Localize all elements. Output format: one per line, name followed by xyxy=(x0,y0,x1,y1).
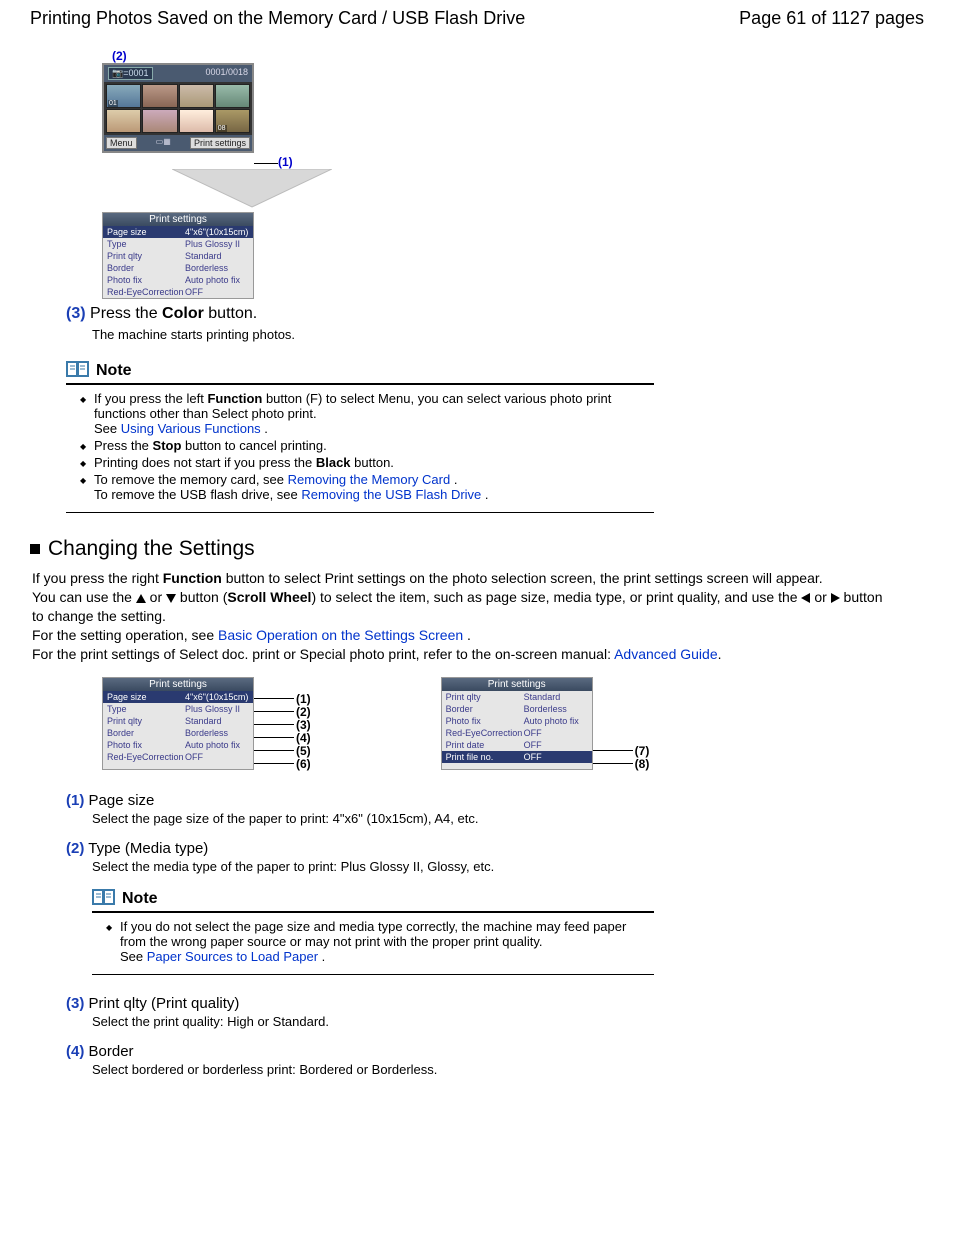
leader: (1) xyxy=(254,692,311,705)
note2-item-1: If you do not select the page size and m… xyxy=(106,919,654,964)
step-3: (3) Press the Color button. xyxy=(66,305,924,323)
panel-row: BorderBorderless xyxy=(103,727,253,739)
note-box-2: Note If you do not select the page size … xyxy=(92,888,654,975)
para-2: You can use the or button (Scroll Wheel)… xyxy=(32,588,892,626)
link-using-various-functions[interactable]: Using Various Functions xyxy=(121,421,261,436)
up-arrow-icon xyxy=(136,594,146,603)
link-removing-memory-card[interactable]: Removing the Memory Card xyxy=(288,472,451,487)
note-icon xyxy=(66,360,90,381)
leader: (4) xyxy=(254,731,311,744)
panel-row: Photo fixAuto photo fix xyxy=(103,274,253,286)
link-advanced-guide[interactable]: Advanced Guide xyxy=(614,646,718,662)
print-settings-panel-c: Print settings Print qltyStandardBorderB… xyxy=(441,677,593,770)
note1-item-2: Press the Stop button to cancel printing… xyxy=(80,438,654,453)
panel-row: Photo fixAuto photo fix xyxy=(442,715,592,727)
para-1: If you press the right Function button t… xyxy=(32,569,892,588)
panel-row: Print dateOFF xyxy=(442,739,592,751)
para-3: For the setting operation, see Basic Ope… xyxy=(32,626,892,645)
note1-item-1: If you press the left Function button (F… xyxy=(80,391,654,436)
leader: (3) xyxy=(254,718,311,731)
leader: (5) xyxy=(254,744,311,757)
right-arrow-icon xyxy=(831,593,840,603)
panel-row: Red-EyeCorrectionOFF xyxy=(103,286,253,298)
panel-row: TypePlus Glossy II xyxy=(103,238,253,250)
lcd-counter-right: 0001/0018 xyxy=(205,67,248,80)
panel-row: BorderBorderless xyxy=(103,262,253,274)
callout-2: (2) xyxy=(112,49,924,63)
print-settings-panel-b: Print settings Page size4"x6"(10x15cm)Ty… xyxy=(102,677,254,770)
lcd-print-settings-button: Print settings xyxy=(190,137,250,149)
page-header: Printing Photos Saved on the Memory Card… xyxy=(30,8,924,29)
leader: (2) xyxy=(254,705,311,718)
step-3-num: (3) xyxy=(66,305,86,322)
panel-row: Photo fixAuto photo fix xyxy=(103,739,253,751)
panel-row: Print qltyStandard xyxy=(103,250,253,262)
note1-item-4: To remove the memory card, see Removing … xyxy=(80,472,654,502)
thumbnail-grid: 01 08 xyxy=(104,82,252,135)
lcd-menu-button: Menu xyxy=(106,137,137,149)
item-border: (4) Border Select bordered or borderless… xyxy=(66,1043,924,1077)
header-title: Printing Photos Saved on the Memory Card… xyxy=(30,8,525,29)
link-removing-usb-flash-drive[interactable]: Removing the USB Flash Drive xyxy=(301,487,481,502)
panel-row: Red-EyeCorrectionOFF xyxy=(442,727,592,739)
panel-row: Print qltyStandard xyxy=(442,691,592,703)
note-box-1: Note If you press the left Function butt… xyxy=(66,360,654,513)
section-title: Changing the Settings xyxy=(48,537,255,561)
item-type: (2) Type (Media type) Select the media t… xyxy=(66,840,924,874)
note-icon xyxy=(92,888,116,909)
panel-row: Page size4"x6"(10x15cm) xyxy=(103,691,253,703)
panel-row: Print qltyStandard xyxy=(103,715,253,727)
item-page-size: (1) Page size Select the page size of th… xyxy=(66,792,924,826)
panel-row: TypePlus Glossy II xyxy=(103,703,253,715)
lcd-counter-box: 📷=0001 xyxy=(108,67,153,80)
link-basic-operation-settings[interactable]: Basic Operation on the Settings Screen xyxy=(218,627,463,643)
square-bullet-icon xyxy=(30,544,40,554)
leader: (7) xyxy=(593,744,650,757)
down-arrow-icon xyxy=(166,594,176,603)
two-settings-panels: Print settings Page size4"x6"(10x15cm)Ty… xyxy=(102,677,924,770)
link-paper-sources[interactable]: Paper Sources to Load Paper xyxy=(147,949,318,964)
note1-item-3: Printing does not start if you press the… xyxy=(80,455,654,470)
para-4: For the print settings of Select doc. pr… xyxy=(32,645,892,664)
lcd-thumbnail-screen: 📷=0001 0001/0018 01 08 Menu ▭▦ Print set… xyxy=(102,63,254,153)
panel-c-title: Print settings xyxy=(442,678,592,691)
header-page: Page 61 of 1127 pages xyxy=(739,8,924,29)
panel-row: BorderBorderless xyxy=(442,703,592,715)
item-print-qlty: (3) Print qlty (Print quality) Select th… xyxy=(66,995,924,1029)
leader: (8) xyxy=(593,757,650,770)
section-changing-settings: Changing the Settings xyxy=(30,537,924,561)
panel-a-title: Print settings xyxy=(103,213,253,226)
panel-b-title: Print settings xyxy=(103,678,253,691)
leader: (6) xyxy=(254,757,311,770)
panel-row: Page size4"x6"(10x15cm) xyxy=(103,226,253,238)
step-3-sub: The machine starts printing photos. xyxy=(92,327,924,342)
callout-1: (1) xyxy=(278,155,293,169)
down-arrow-icon xyxy=(172,169,332,209)
print-settings-panel-a: Print settings Page size4"x6"(10x15cm)Ty… xyxy=(102,212,254,299)
panel-row: Print file no.OFF xyxy=(442,751,592,763)
panel-row: Red-EyeCorrectionOFF xyxy=(103,751,253,763)
note2-title: Note xyxy=(122,890,158,908)
figure-thumbnail-screen: (2) 📷=0001 0001/0018 01 08 Menu ▭▦ Print… xyxy=(102,49,924,299)
note-title: Note xyxy=(96,362,132,380)
